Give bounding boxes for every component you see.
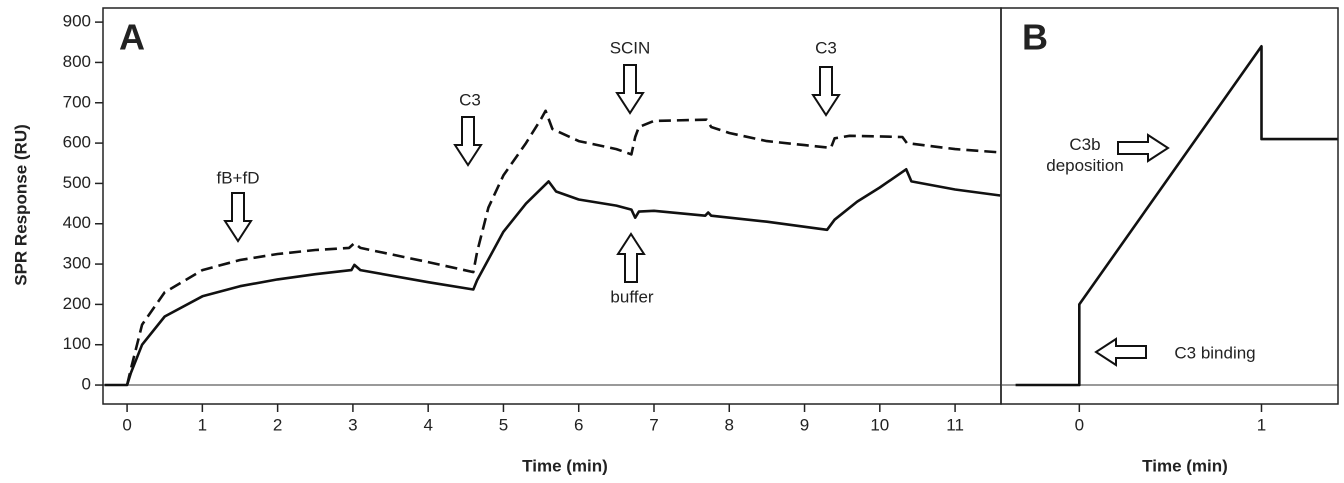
series-line [125,109,1001,386]
y-tick-label: 700 [63,92,91,111]
series-line [104,168,1001,387]
arrow [811,66,841,117]
panel-label: A [119,17,145,58]
x-tick-label: 9 [800,415,809,434]
x-tick-label: 1 [1257,415,1266,434]
arrow [1094,337,1147,367]
panel-label: B [1022,17,1048,58]
annotation: fB+fD [216,168,260,188]
arrow [616,232,646,283]
x-tick-label: 0 [122,415,131,434]
annotation: C3 binding [1174,343,1256,363]
x-tick-label: 5 [499,415,508,434]
x-tick-label: 2 [273,415,282,434]
annotation: C3 [459,90,481,110]
annotation: C3b deposition [1046,135,1124,175]
annotation: C3 [815,38,837,58]
y-tick-label: 0 [82,375,91,394]
y-tick-label: 900 [63,12,91,31]
x-tick-label: 6 [574,415,583,434]
series-line [1015,45,1338,387]
arrow [1117,133,1170,163]
y-tick-label: 300 [63,254,91,273]
arrow [453,116,483,167]
arrow [223,192,253,243]
x-tick-label: 8 [725,415,734,434]
y-tick-label: 600 [63,133,91,152]
plot-frame [1000,7,1339,405]
x-tick-label: 10 [870,415,889,434]
x-axis-label: Time (min) [1142,456,1228,475]
x-tick-label: 4 [423,415,432,434]
x-tick-label: 3 [348,415,357,434]
y-tick-label: 500 [63,173,91,192]
x-tick-label: 7 [649,415,658,434]
arrow [615,64,645,115]
x-axis-label: Time (min) [522,456,608,475]
y-tick-label: 800 [63,52,91,71]
annotation: buffer [610,287,654,307]
y-axis-label: SPR Response (RU) [11,124,30,286]
annotation: SCIN [609,38,651,58]
y-tick-label: 100 [63,334,91,353]
x-tick-label: 11 [946,415,964,434]
x-tick-label: 1 [198,415,207,434]
y-tick-label: 200 [63,294,91,313]
x-tick-label: 0 [1075,415,1084,434]
y-tick-label: 400 [63,213,91,232]
